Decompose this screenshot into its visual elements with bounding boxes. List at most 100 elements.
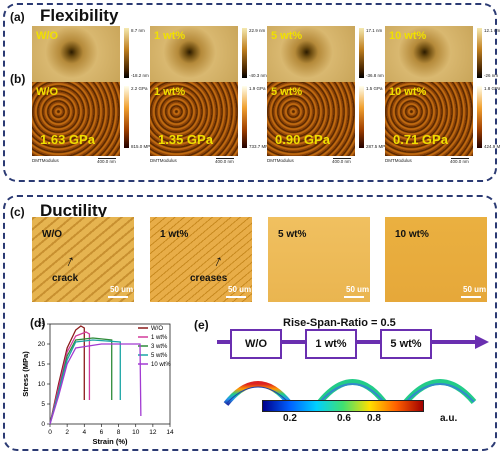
ductility-label: 10 wt% <box>395 229 429 240</box>
ductility-scalebar <box>461 296 481 298</box>
ductility-annotation: creases <box>190 273 228 284</box>
flexibility-title: Flexibility <box>40 6 119 25</box>
arch-wo <box>223 381 293 406</box>
height-colorbar <box>359 28 364 78</box>
x-tick-label: 6 <box>100 429 104 436</box>
modulus-scale-label: 400.0 nm <box>97 159 116 164</box>
legend-entry: W/O <box>151 326 163 332</box>
height-map-label: 5 wt% <box>271 30 303 42</box>
y-axis-label: Stress (MPa) <box>21 351 30 397</box>
series-line <box>49 339 121 425</box>
y-tick-label: 15 <box>38 361 46 368</box>
modulus-channel-label: DMTModulus <box>385 158 412 163</box>
legend-entry: 3 wt% <box>151 344 168 350</box>
modulus-scale-label: 400.0 nm <box>332 159 351 164</box>
panel-d-letter: (d) <box>30 316 46 330</box>
modulus-colorbar <box>124 86 129 148</box>
modulus-channel-label: DMTModulus <box>150 158 177 163</box>
series-line <box>49 343 142 425</box>
height-cbar-bottom: -18.2 nm <box>131 73 149 78</box>
y-tick-label: 20 <box>38 341 46 348</box>
colorbar-unit: a.u. <box>440 413 458 424</box>
legend-entry: 10 wt% <box>151 362 171 368</box>
modulus-map-label: 1 wt% <box>154 86 186 98</box>
modulus-cbar-bottom: 815.0 MPa <box>131 144 153 149</box>
panel-c-letter: (c) <box>10 205 25 219</box>
height-cbar-top: 12.1 nm <box>484 28 500 33</box>
process-box: 1 wt% <box>305 329 357 359</box>
modulus-value: 0.71 GPa <box>393 132 448 147</box>
y-tick-label: 0 <box>41 421 45 428</box>
ductility-scalebar <box>344 296 364 298</box>
plot-area <box>49 323 171 425</box>
ductility-micrograph <box>150 217 252 302</box>
x-tick-label: 10 <box>132 429 140 436</box>
height-map <box>267 26 355 84</box>
height-map <box>385 26 473 84</box>
modulus-cbar-top: 2.2 GPa <box>131 86 148 91</box>
panel-b-letter: (b) <box>10 72 26 86</box>
x-tick-label: 8 <box>117 429 121 436</box>
height-cbar-bottom: -36.8 nm <box>366 73 384 78</box>
ductility-title: Ductility <box>40 201 108 220</box>
series-line <box>49 331 91 425</box>
modulus-scale-label: 400.0 nm <box>215 159 234 164</box>
ductility-panel-frame <box>3 195 497 451</box>
ductility-annotation: crack <box>52 273 79 284</box>
modulus-cbar-bottom: 287.5 MPa <box>366 144 388 149</box>
modulus-value: 1.63 GPa <box>40 132 95 147</box>
height-map-label: 10 wt% <box>389 30 427 42</box>
ductility-label: 5 wt% <box>278 229 307 240</box>
modulus-channel-label: DMTModulus <box>32 158 59 163</box>
colorbar-tick: 0.6 <box>337 413 351 424</box>
ductility-scale-label: 50 um <box>463 285 487 294</box>
modulus-map-label: W/O <box>36 86 58 98</box>
ductility-label: W/O <box>42 229 62 240</box>
legend-entry: 5 wt% <box>151 353 168 359</box>
height-cbar-top: 8.7 nm <box>131 28 145 33</box>
x-tick-label: 2 <box>65 429 69 436</box>
modulus-colorbar <box>477 86 482 148</box>
modulus-channel-label: DMTModulus <box>267 158 294 163</box>
modulus-map <box>32 82 120 156</box>
height-map <box>150 26 238 84</box>
modulus-map <box>267 82 355 156</box>
height-cbar-top: 22.9 nm <box>249 28 266 33</box>
ductility-scale-label: 50 um <box>110 285 134 294</box>
modulus-colorbar <box>359 86 364 148</box>
height-map <box>32 26 120 84</box>
legend-entry: 1 wt% <box>151 335 168 341</box>
ductility-micrograph <box>268 217 370 302</box>
height-colorbar <box>477 28 482 78</box>
x-axis-label: Strain (%) <box>92 437 128 446</box>
modulus-scale-label: 400.0 nm <box>450 159 469 164</box>
modulus-value: 0.90 GPa <box>275 132 330 147</box>
rise-span-ratio-title: Rise-Span-Ratio = 0.5 <box>283 317 396 329</box>
height-cbar-top: 17.1 nm <box>366 28 383 33</box>
modulus-cbar-top: 1.9 GPa <box>249 86 266 91</box>
modulus-scalebar <box>451 158 469 159</box>
y-tick-label: 25 <box>38 321 46 328</box>
ductility-scalebar <box>226 296 246 298</box>
modulus-cbar-bottom: 424.9 MPa <box>484 144 500 149</box>
panel-a-letter: (a) <box>10 10 25 24</box>
ductility-scale-label: 50 um <box>228 285 252 294</box>
ductility-label: 1 wt% <box>160 229 189 240</box>
modulus-map <box>385 82 473 156</box>
y-tick-label: 5 <box>41 401 45 408</box>
jet-colorbar <box>262 400 424 412</box>
modulus-cbar-top: 1.8 GPa <box>484 86 500 91</box>
process-box: 5 wt% <box>380 329 432 359</box>
y-tick-label: 10 <box>38 381 46 388</box>
ductility-scalebar <box>108 296 128 298</box>
modulus-value: 1.35 GPa <box>158 132 213 147</box>
modulus-map <box>150 82 238 156</box>
x-tick-label: 4 <box>82 429 86 436</box>
modulus-colorbar <box>242 86 247 148</box>
height-map-label: 1 wt% <box>154 30 186 42</box>
height-colorbar <box>242 28 247 78</box>
height-cbar-bottom: -26 nm <box>484 73 499 78</box>
modulus-cbar-top: 1.5 GPa <box>366 86 383 91</box>
flexibility-panel-frame <box>3 3 497 182</box>
modulus-scalebar <box>98 158 116 159</box>
